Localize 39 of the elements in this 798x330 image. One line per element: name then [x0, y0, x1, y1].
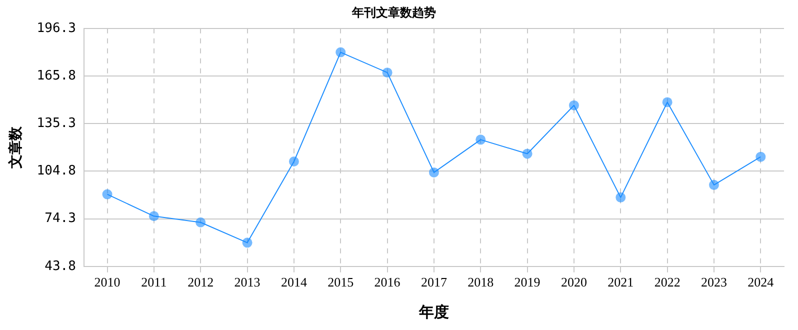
point — [756, 152, 766, 162]
point — [148, 211, 159, 222]
x-tick-label: 2013 — [234, 274, 260, 290]
point — [242, 238, 252, 248]
point — [708, 180, 719, 190]
y-tick-label: 74.3 — [44, 211, 76, 226]
x-tick-label: 2010 — [94, 274, 120, 290]
point — [102, 189, 112, 200]
x-tick-label: 2024 — [748, 274, 774, 290]
x-tick-label: 2022 — [654, 274, 680, 290]
x-axis-title: 年度 — [418, 302, 449, 321]
point — [288, 156, 299, 167]
y-tick-label: 43.8 — [44, 258, 76, 274]
point — [616, 192, 626, 202]
point — [428, 167, 439, 178]
x-tick-label: 2020 — [560, 274, 587, 290]
x-tick-label: 2017 — [420, 274, 448, 290]
x-tick-label: 2014 — [280, 274, 308, 290]
y-tick-label: 135.3 — [36, 116, 76, 131]
point — [196, 217, 206, 228]
point — [522, 148, 532, 159]
x-tick-label: 2012 — [188, 274, 214, 290]
y-tick-label: 104.8 — [36, 164, 76, 179]
x-tick-label: 2019 — [514, 274, 540, 290]
x-tick-label: 2021 — [608, 274, 634, 290]
point — [336, 47, 346, 58]
x-tick-label: 2023 — [700, 274, 727, 290]
y-tick-label: 196.3 — [36, 20, 76, 36]
y-tick-label: 165.8 — [36, 68, 76, 84]
x-tick-label: 2015 — [328, 274, 354, 290]
x-tick-label: 2018 — [468, 274, 494, 290]
point — [382, 68, 392, 78]
chart-title: 年刊文章数趋势 — [351, 5, 436, 20]
point — [662, 97, 672, 108]
x-tick-label: 2016 — [374, 274, 401, 290]
point — [568, 100, 579, 110]
x-tick-label: 2011 — [141, 274, 167, 290]
point — [476, 134, 486, 145]
y-axis-title: 文章数 — [7, 125, 24, 170]
